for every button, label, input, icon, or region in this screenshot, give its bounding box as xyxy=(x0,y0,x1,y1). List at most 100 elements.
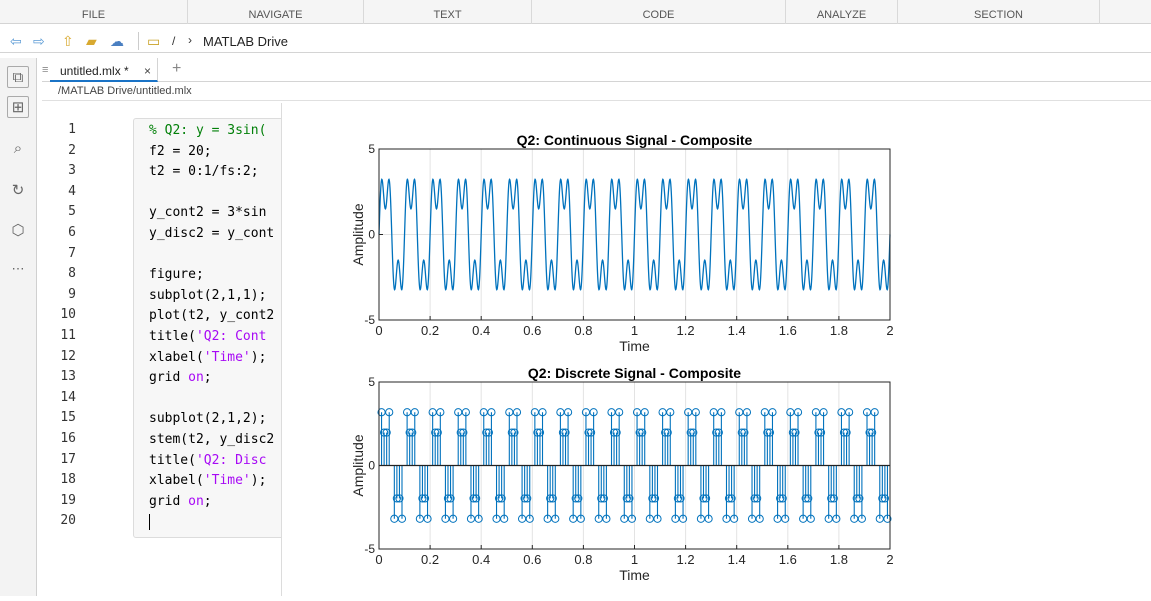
workspace-icon[interactable]: ⌕ xyxy=(13,140,23,157)
add-tab-button[interactable]: + xyxy=(172,60,182,77)
folder-icon: ▭ xyxy=(147,33,161,49)
stem-marker xyxy=(500,514,509,523)
stem-marker xyxy=(845,408,854,417)
stem-marker xyxy=(857,514,866,523)
stem-marker xyxy=(482,428,491,437)
code-token: subplot(2,1,2); xyxy=(149,411,267,427)
side-panel-bar: ⧉ ⊞ ⌕ ↻ ⬡ ⋯ xyxy=(0,58,37,596)
stem-marker xyxy=(571,494,580,503)
command-history-icon[interactable]: ↻ xyxy=(11,182,25,199)
code-token: figure; xyxy=(149,267,204,283)
stem-marker xyxy=(599,494,608,503)
stem-marker xyxy=(615,408,624,417)
code-token: stem(t2, y_disc2 xyxy=(149,432,275,447)
ribbon-tab-section[interactable]: SECTION xyxy=(898,0,1100,24)
forward-icon[interactable]: ⇨ xyxy=(33,33,45,49)
stem-marker xyxy=(461,408,470,417)
code-block[interactable]: % Q2: y = 3sin(f2 = 20; t2 = 0:1/fs:2; y_c… xyxy=(133,118,293,538)
stem-marker xyxy=(661,428,670,437)
more-icon[interactable]: ⋯ xyxy=(11,261,25,276)
stem-marker xyxy=(714,428,723,437)
close-icon[interactable]: × xyxy=(143,64,151,78)
x-tick-label: 2 xyxy=(886,323,893,338)
stem-marker xyxy=(563,408,573,417)
stem-marker xyxy=(842,428,851,437)
code-line: figure; xyxy=(149,267,204,282)
code-token: 'Time' xyxy=(203,349,251,365)
stem-marker xyxy=(801,494,810,503)
stem-marker xyxy=(755,514,764,523)
code-token: xlabel( xyxy=(149,473,204,489)
browse-folder-icon[interactable]: ▰ xyxy=(86,33,97,49)
layout-icon[interactable]: ⊞ xyxy=(7,96,29,118)
x-axis-label: Time xyxy=(619,567,650,583)
matlab-drive-icon[interactable]: ☁ xyxy=(110,33,124,49)
output-pane: 0 0.2 0.4 0.6 0.8 1 1.2 1.4 1.6 1.8 2 -5 0 5 Q2: Conti… xyxy=(281,103,1151,596)
stem-marker xyxy=(538,408,547,417)
code-line: subplot(2,1,1); xyxy=(149,288,266,303)
code-line: xlabel('Time'); xyxy=(149,350,266,365)
ribbon-tab-file[interactable]: FILE xyxy=(0,0,188,24)
stem-marker xyxy=(507,428,516,437)
stem-marker xyxy=(648,494,657,503)
code-line: % Q2: y = 3sin( xyxy=(149,123,266,138)
stem-marker xyxy=(385,408,394,417)
code-token: title( xyxy=(149,329,196,344)
stem-marker xyxy=(819,408,828,417)
x-tick-label: 0.2 xyxy=(421,323,439,338)
line-number: 19 xyxy=(60,492,76,508)
stem-marker xyxy=(814,428,823,437)
stem-marker xyxy=(433,428,442,437)
ribbon-tab-code[interactable]: CODE xyxy=(532,0,786,24)
stem-marker xyxy=(494,494,504,503)
chart-title: Q2: Continuous Signal - Composite xyxy=(517,132,753,148)
tab-untitled[interactable]: untitled.mlx * × xyxy=(50,58,158,82)
stem-marker xyxy=(765,428,775,437)
code-token: plot(t2, y_cont2 xyxy=(149,308,275,324)
back-icon[interactable]: ⇦ xyxy=(10,33,22,49)
stem-marker xyxy=(510,428,519,437)
stem-marker xyxy=(609,428,619,437)
add-ons-icon[interactable]: ⬡ xyxy=(11,222,25,239)
stem-marker xyxy=(678,514,688,523)
y-tick-label: 5 xyxy=(368,142,375,156)
ribbon-tab-navigate[interactable]: NAVIGATE xyxy=(188,0,364,24)
path-root[interactable]: / xyxy=(172,34,176,48)
stem-marker xyxy=(740,428,749,437)
x-tick-label: 1.2 xyxy=(677,323,695,338)
stem-marker xyxy=(459,428,468,437)
line-number: 17 xyxy=(60,451,76,467)
stem-marker xyxy=(551,514,560,523)
y-axis-label: Amplitude xyxy=(350,434,366,496)
stem-marker xyxy=(868,428,877,437)
stem-marker xyxy=(852,494,861,503)
x-tick-label: 1.6 xyxy=(779,552,797,567)
stem-marker xyxy=(456,428,465,437)
x-tick-label: 1.8 xyxy=(830,323,848,338)
stem-marker xyxy=(471,494,481,503)
stem-marker xyxy=(418,494,427,503)
y-tick-label: -5 xyxy=(364,313,375,327)
stem-marker xyxy=(408,428,417,437)
stem-marker xyxy=(405,428,414,437)
up-folder-icon[interactable]: ⇧ xyxy=(62,33,74,49)
code-token: title( xyxy=(149,452,196,468)
stem-marker xyxy=(724,494,734,503)
code-token: on xyxy=(188,370,204,386)
stem-marker xyxy=(753,494,762,503)
stem-marker xyxy=(791,428,800,437)
stem-marker xyxy=(793,408,803,417)
tab-label: untitled.mlx * xyxy=(60,64,129,78)
files-icon[interactable]: ⧉ xyxy=(7,66,29,88)
x-tick-label: 0.4 xyxy=(472,552,490,567)
y-tick-label: 0 xyxy=(368,228,375,242)
stem-marker xyxy=(410,408,419,417)
stem-marker xyxy=(699,494,708,503)
path-folder[interactable]: MATLAB Drive xyxy=(203,34,288,49)
tab-menu-icon[interactable]: ≡ xyxy=(42,64,49,76)
ribbon-tab-analyze[interactable]: ANALYZE xyxy=(786,0,898,24)
ribbon-tab-text[interactable]: TEXT xyxy=(364,0,532,24)
stem-marker xyxy=(806,514,815,523)
toolstrip: FILE NAVIGATE TEXT CODE ANALYZE SECTION xyxy=(0,0,1151,24)
